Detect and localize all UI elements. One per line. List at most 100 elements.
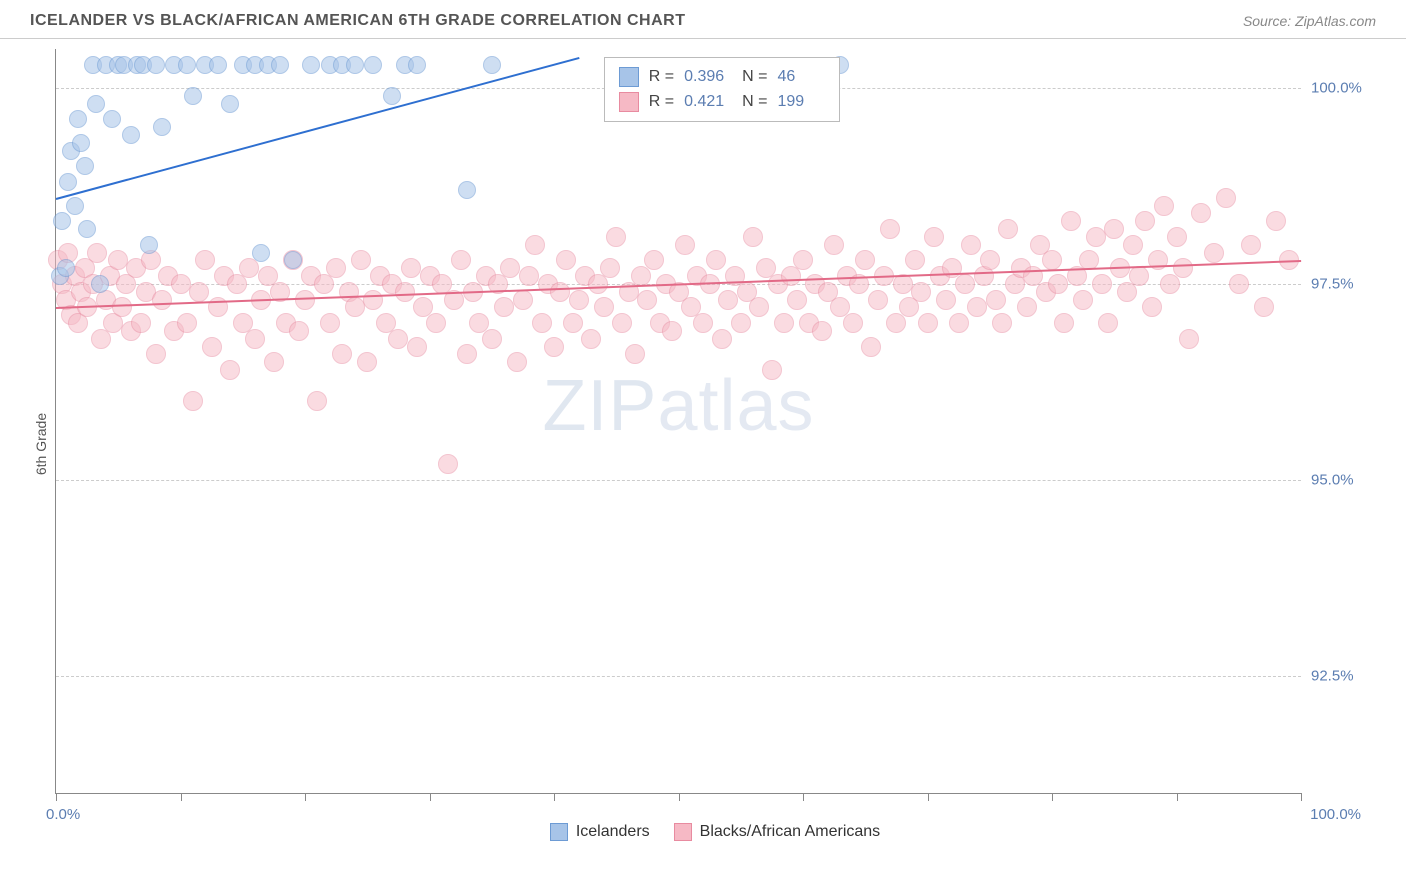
ytick-label: 95.0% — [1311, 471, 1396, 488]
scatter-point — [519, 266, 539, 286]
scatter-point — [880, 219, 900, 239]
scatter-point — [66, 197, 84, 215]
scatter-point — [395, 282, 415, 302]
scatter-point — [706, 250, 726, 270]
scatter-point — [911, 282, 931, 302]
scatter-point — [351, 250, 371, 270]
r-value: 0.396 — [684, 64, 732, 90]
scatter-point — [1204, 243, 1224, 263]
scatter-point — [177, 313, 197, 333]
scatter-point — [451, 250, 471, 270]
scatter-point — [1061, 211, 1081, 231]
legend-stats-row: R = 0.396N = 46 — [619, 64, 826, 90]
x-min-label: 0.0% — [46, 806, 80, 823]
xtick — [181, 793, 182, 801]
scatter-point — [152, 290, 172, 310]
scatter-point — [637, 290, 657, 310]
xtick — [305, 793, 306, 801]
scatter-point — [600, 258, 620, 278]
scatter-point — [1241, 235, 1261, 255]
scatter-point — [221, 95, 239, 113]
scatter-point — [812, 321, 832, 341]
scatter-point — [1048, 274, 1068, 294]
scatter-point — [594, 297, 614, 317]
xtick — [679, 793, 680, 801]
scatter-point — [675, 235, 695, 255]
scatter-point — [307, 391, 327, 411]
scatter-point — [364, 56, 382, 74]
scatter-point — [793, 250, 813, 270]
plot-region: ZIPatlas 100.0%97.5%95.0%92.5%0.0%100.0%… — [55, 49, 1301, 794]
scatter-point — [195, 250, 215, 270]
y-axis-label: 6th Grade — [33, 413, 49, 475]
scatter-point — [967, 297, 987, 317]
scatter-point — [998, 219, 1018, 239]
source-attribution: Source: ZipAtlas.com — [1243, 13, 1376, 29]
gridline — [56, 480, 1301, 481]
scatter-point — [103, 110, 121, 128]
scatter-point — [625, 344, 645, 364]
scatter-point — [383, 87, 401, 105]
n-value: 46 — [777, 64, 825, 90]
xtick — [928, 793, 929, 801]
scatter-point — [569, 290, 589, 310]
scatter-point — [824, 235, 844, 255]
scatter-point — [482, 329, 502, 349]
scatter-point — [718, 290, 738, 310]
scatter-point — [843, 313, 863, 333]
scatter-point — [581, 329, 601, 349]
scatter-point — [147, 56, 165, 74]
legend-swatch — [619, 67, 639, 87]
scatter-point — [693, 313, 713, 333]
scatter-point — [76, 157, 94, 175]
scatter-point — [563, 313, 583, 333]
scatter-point — [271, 56, 289, 74]
scatter-point — [1129, 266, 1149, 286]
scatter-point — [408, 56, 426, 74]
scatter-point — [762, 360, 782, 380]
x-max-label: 100.0% — [1310, 806, 1361, 823]
scatter-point — [112, 297, 132, 317]
scatter-point — [346, 56, 364, 74]
scatter-point — [662, 321, 682, 341]
scatter-point — [320, 313, 340, 333]
scatter-point — [401, 258, 421, 278]
scatter-point — [1017, 297, 1037, 317]
scatter-point — [936, 290, 956, 310]
xtick — [1301, 793, 1302, 801]
scatter-point — [494, 297, 514, 317]
scatter-point — [961, 235, 981, 255]
scatter-point — [220, 360, 240, 380]
legend-label: Icelanders — [576, 823, 650, 840]
scatter-point — [1104, 219, 1124, 239]
scatter-point — [955, 274, 975, 294]
scatter-point — [1266, 211, 1286, 231]
scatter-point — [184, 87, 202, 105]
chart-title: ICELANDER VS BLACK/AFRICAN AMERICAN 6TH … — [30, 12, 686, 30]
scatter-point — [189, 282, 209, 302]
scatter-point — [1086, 227, 1106, 247]
ytick-label: 92.5% — [1311, 667, 1396, 684]
scatter-point — [78, 220, 96, 238]
scatter-point — [774, 313, 794, 333]
scatter-point — [550, 282, 570, 302]
ytick-label: 97.5% — [1311, 275, 1396, 292]
scatter-point — [1098, 313, 1118, 333]
scatter-point — [644, 250, 664, 270]
scatter-point — [507, 352, 527, 372]
scatter-point — [1173, 258, 1193, 278]
scatter-point — [986, 290, 1006, 310]
scatter-point — [1216, 188, 1236, 208]
scatter-point — [209, 56, 227, 74]
legend-label: Blacks/African Americans — [700, 823, 881, 840]
scatter-point — [153, 118, 171, 136]
scatter-point — [146, 344, 166, 364]
xtick — [554, 793, 555, 801]
scatter-point — [458, 181, 476, 199]
scatter-point — [245, 329, 265, 349]
scatter-point — [1254, 297, 1274, 317]
scatter-point — [426, 313, 446, 333]
scatter-point — [363, 290, 383, 310]
scatter-point — [131, 313, 151, 333]
ytick-label: 100.0% — [1311, 80, 1396, 97]
